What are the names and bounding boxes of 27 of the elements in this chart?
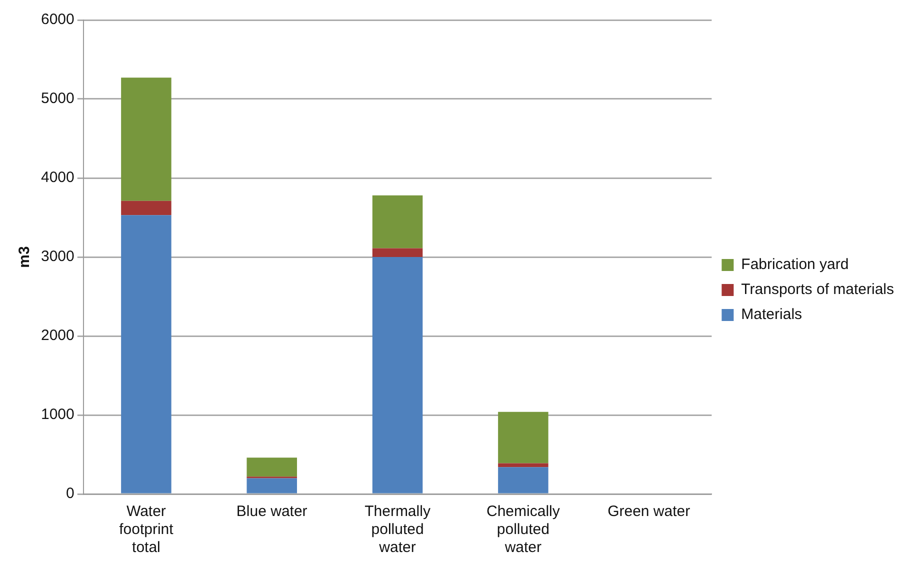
y-tick-label: 5000 (40, 90, 74, 108)
x-tick-label: Blue water (236, 503, 308, 520)
legend-label: Fabrication yard (741, 256, 849, 274)
y-tick-label: 6000 (40, 11, 74, 28)
bar (246, 458, 297, 477)
legend-label: Transports of materials (741, 281, 894, 298)
y-tick-label: 4000 (40, 169, 74, 186)
x-tick-label: Green water (608, 503, 690, 520)
bar (498, 467, 548, 494)
bar (372, 248, 423, 257)
x-tick-label: Chemically polluted water (486, 503, 560, 556)
bar (121, 215, 172, 494)
bar (372, 257, 423, 494)
y-tick-label: 0 (66, 485, 74, 502)
bar (246, 478, 297, 494)
y-tick-label: 3000 (40, 248, 74, 266)
bar (372, 195, 423, 248)
y-axis-title: m3 (16, 246, 34, 268)
x-tick-label: Water footprint total (119, 503, 174, 556)
y-tick-label: 1000 (40, 406, 74, 424)
bar (121, 200, 172, 216)
y-tick-label: 2000 (40, 327, 74, 344)
bar (498, 463, 548, 468)
legend-label: Materials (741, 306, 802, 324)
bar (498, 412, 548, 464)
x-tick-label: Thermally polluted water (364, 503, 431, 556)
bar (121, 78, 172, 201)
